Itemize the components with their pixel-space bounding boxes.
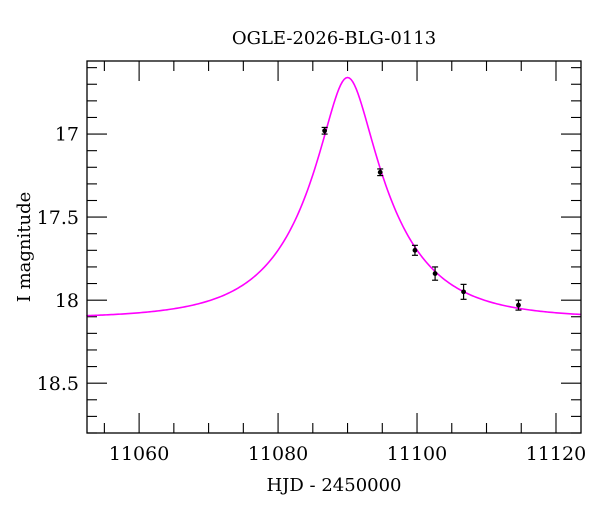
data-point xyxy=(321,126,328,135)
data-point xyxy=(411,244,418,256)
axis-ticks xyxy=(87,61,581,434)
photometry-marker xyxy=(377,169,383,175)
x-tick-label: 11120 xyxy=(526,443,586,465)
plot-frame xyxy=(86,60,582,434)
y-tick-label: 18.5 xyxy=(37,373,79,395)
y-tick-label: 17.5 xyxy=(37,207,79,229)
photometry-marker xyxy=(432,271,438,276)
microlensing-model-curve xyxy=(86,76,582,317)
data-point xyxy=(377,168,384,177)
photometry-marker xyxy=(516,302,521,308)
data-point xyxy=(515,299,522,311)
plot-title: OGLE-2026-BLG-0113 xyxy=(232,28,436,49)
photometry-marker xyxy=(461,289,466,295)
y-axis-label: I magnitude xyxy=(14,192,35,303)
tick-labels: 11060 11080 11100 11120 17 17.5 18 18.5 xyxy=(37,124,587,465)
y-tick-label: 18 xyxy=(55,290,79,312)
x-axis-label: HJD - 2450000 xyxy=(266,475,401,496)
x-tick-label: 11080 xyxy=(248,443,308,465)
photometry-marker xyxy=(412,247,418,253)
x-tick-label: 11060 xyxy=(109,443,169,465)
data-point xyxy=(432,266,439,281)
data-point xyxy=(460,283,467,300)
y-tick-label: 17 xyxy=(55,124,79,146)
x-tick-label: 11100 xyxy=(387,443,447,465)
photometry-marker xyxy=(322,128,328,134)
model-curve xyxy=(86,76,582,317)
data-points xyxy=(321,126,522,311)
